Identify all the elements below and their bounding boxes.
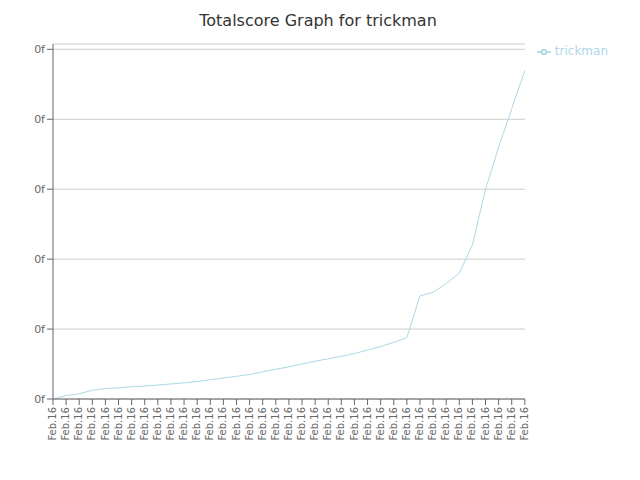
- svg-text:Feb.16: Feb.16: [283, 407, 294, 441]
- svg-text:Feb.16: Feb.16: [362, 407, 373, 441]
- html-text:Totalscore Graph for trickman: Totalscore Graph for trickman: [199, 11, 437, 30]
- svg-text:Feb.16: Feb.16: [100, 407, 111, 441]
- svg-text:Feb.16: Feb.16: [414, 407, 425, 441]
- html-text:trickman: trickman: [554, 44, 608, 58]
- svg-text:Feb.16: Feb.16: [519, 407, 530, 441]
- svg-text:Feb.16: Feb.16: [126, 407, 137, 441]
- svg-text:0f: 0f: [34, 43, 46, 56]
- svg-text:0f: 0f: [34, 393, 46, 406]
- svg-text:Feb.16: Feb.16: [244, 407, 255, 441]
- svg-text:0f: 0f: [34, 253, 46, 266]
- svg-text:Feb.16: Feb.16: [401, 407, 412, 441]
- svg-text:Feb.16: Feb.16: [388, 407, 399, 441]
- svg-text:Feb.16: Feb.16: [270, 407, 281, 441]
- svg-text:Feb.16: Feb.16: [309, 407, 320, 441]
- svg-text:0f: 0f: [34, 323, 46, 336]
- svg-text:Feb.16: Feb.16: [204, 407, 215, 441]
- svg-text:Feb.16: Feb.16: [467, 407, 478, 441]
- svg-text:Feb.16: Feb.16: [427, 407, 438, 441]
- svg-text:Feb.16: Feb.16: [257, 407, 268, 441]
- svg-text:Feb.16: Feb.16: [231, 407, 242, 441]
- svg-text:Feb.16: Feb.16: [322, 407, 333, 441]
- svg-text:Feb.16: Feb.16: [453, 407, 464, 441]
- svg-text:Feb.16: Feb.16: [480, 407, 491, 441]
- svg-text:Feb.16: Feb.16: [217, 407, 228, 441]
- svg-text:Feb.16: Feb.16: [375, 407, 386, 441]
- svg-text:Feb.16: Feb.16: [178, 407, 189, 441]
- svg-text:Feb.16: Feb.16: [165, 407, 176, 441]
- svg-text:Feb.16: Feb.16: [493, 407, 504, 441]
- svg-text:Feb.16: Feb.16: [113, 407, 124, 441]
- svg-text:Feb.16: Feb.16: [349, 407, 360, 441]
- svg-text:Feb.16: Feb.16: [152, 407, 163, 441]
- svg-text:0f: 0f: [34, 183, 46, 196]
- svg-text:Feb.16: Feb.16: [73, 407, 84, 441]
- svg-text:Feb.16: Feb.16: [139, 407, 150, 441]
- svg-text:Feb.16: Feb.16: [47, 407, 58, 441]
- svg-text:Feb.16: Feb.16: [60, 407, 71, 441]
- svg-text:Feb.16: Feb.16: [335, 407, 346, 441]
- svg-text:0f: 0f: [34, 113, 46, 126]
- svg-text:Feb.16: Feb.16: [506, 407, 517, 441]
- svg-text:Feb.16: Feb.16: [191, 407, 202, 441]
- svg-text:Feb.16: Feb.16: [296, 407, 307, 441]
- svg-text:Feb.16: Feb.16: [86, 407, 97, 441]
- svg-text:Feb.16: Feb.16: [440, 407, 451, 441]
